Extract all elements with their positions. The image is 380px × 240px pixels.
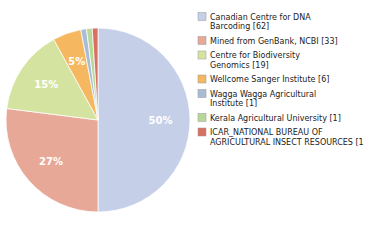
slice-labels: 50% 27% 15% 5% — [34, 56, 172, 167]
legend-swatch — [198, 37, 206, 45]
slice-label: 15% — [34, 79, 58, 90]
slice — [92, 28, 98, 120]
slice-label: 50% — [149, 115, 173, 126]
pie-chart: 50% 27% 15% 5% Canadian Centre for DNABarcod… — [0, 0, 380, 240]
legend-label: Mined from GenBank, NCBI [33] — [210, 37, 338, 46]
legend-swatch — [198, 128, 206, 136]
legend-label: ICAR_NATIONAL BUREAU OFAGRICULTURAL INSE… — [210, 128, 364, 147]
legend-swatch — [198, 75, 206, 83]
legend-swatch — [198, 13, 206, 21]
legend: Canadian Centre for DNABarcoding [62] Min… — [198, 13, 364, 147]
chart-container: 50% 27% 15% 5% Canadian Centre for DNABarcod… — [0, 0, 380, 240]
legend-swatch — [198, 90, 206, 98]
legend-label: Kerala Agricultural University [1] — [210, 114, 341, 123]
legend-label: Wagga Wagga AgriculturalInstitute [1] — [210, 90, 316, 109]
legend-swatch — [198, 51, 206, 59]
slice — [98, 28, 190, 212]
legend-label: Centre for BiodiversityGenomics [19] — [210, 51, 300, 70]
legend-swatch — [198, 114, 206, 122]
slice — [86, 28, 98, 120]
legend-label: Canadian Centre for DNABarcoding [62] — [210, 13, 311, 32]
slice — [6, 108, 98, 212]
legend-label: Wellcome Sanger Institute [6] — [210, 75, 329, 84]
slice — [81, 29, 98, 120]
slices — [6, 28, 190, 212]
slice-label: 5% — [68, 56, 85, 67]
slice-label: 27% — [39, 156, 63, 167]
